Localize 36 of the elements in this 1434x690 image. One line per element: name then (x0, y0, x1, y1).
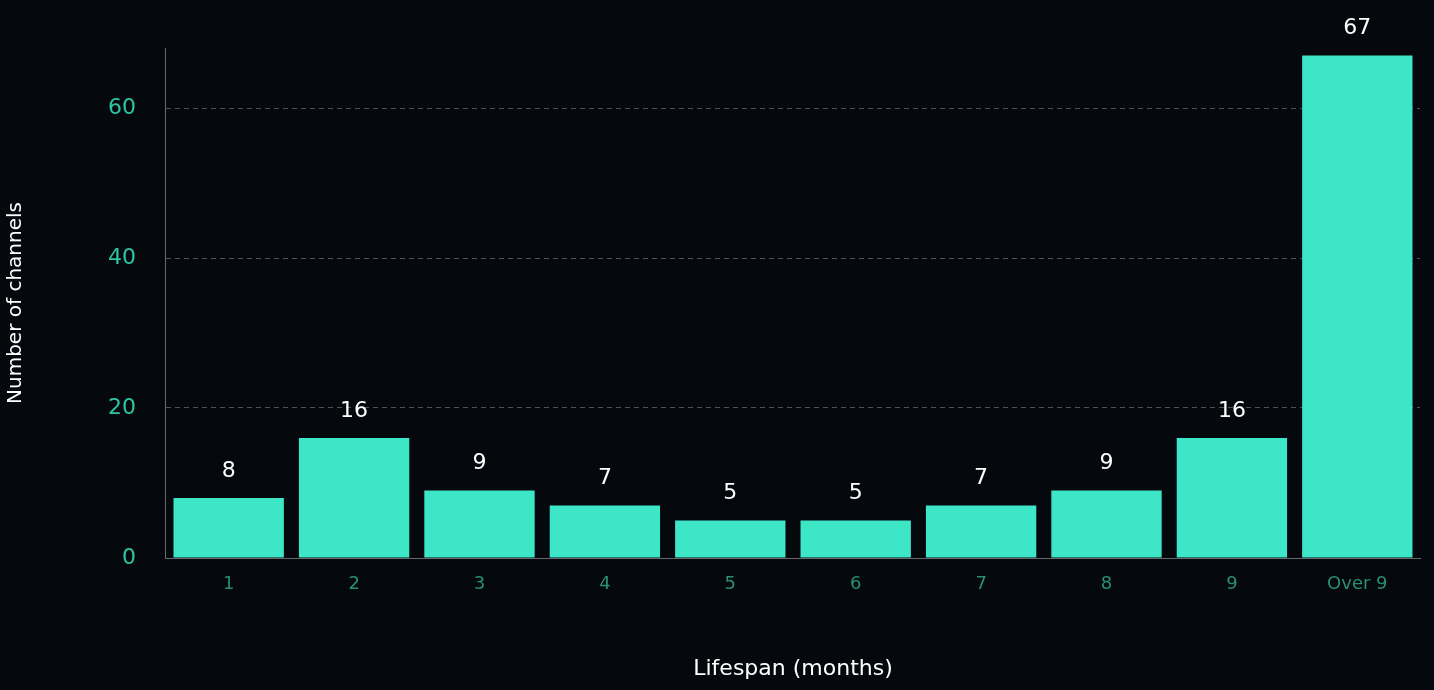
data-label: 8 (221, 456, 236, 482)
x-tick-label: 5 (724, 572, 737, 594)
y-tick-label: 60 (107, 93, 136, 119)
data-label: 67 (1343, 14, 1372, 40)
bar (675, 520, 786, 558)
y-axis-title: Number of channels (2, 202, 27, 404)
x-tick-label: 1 (222, 572, 235, 594)
data-label: 16 (340, 396, 369, 422)
y-tick-label: 0 (121, 543, 136, 569)
x-tick-label: Over 9 (1327, 572, 1388, 594)
x-tick-label: 6 (849, 572, 862, 594)
x-tick-label: 9 (1226, 572, 1238, 594)
x-tick-label: 7 (975, 572, 987, 594)
bar (925, 505, 1037, 558)
y-tick-label: 40 (107, 243, 136, 269)
data-label: 16 (1217, 396, 1246, 422)
bar (1176, 438, 1288, 558)
bar (800, 520, 911, 558)
bar (549, 505, 661, 558)
bar (173, 498, 284, 558)
x-tick-label: 2 (348, 572, 360, 594)
x-tick-label: 8 (1100, 572, 1113, 594)
x-axis-title: Lifespan (months) (693, 654, 893, 680)
bar (424, 490, 535, 558)
bar (298, 438, 410, 558)
bar (1302, 55, 1413, 558)
data-label: 9 (472, 449, 487, 475)
x-tick-label: 3 (473, 572, 486, 594)
data-label: 9 (1099, 449, 1114, 475)
y-tick-label: 20 (107, 393, 136, 419)
bar (1051, 490, 1162, 558)
data-label: 5 (723, 479, 738, 505)
data-label: 5 (848, 479, 863, 505)
x-tick-label: 4 (599, 572, 611, 594)
data-label: 7 (597, 464, 612, 490)
data-label: 7 (974, 464, 989, 490)
